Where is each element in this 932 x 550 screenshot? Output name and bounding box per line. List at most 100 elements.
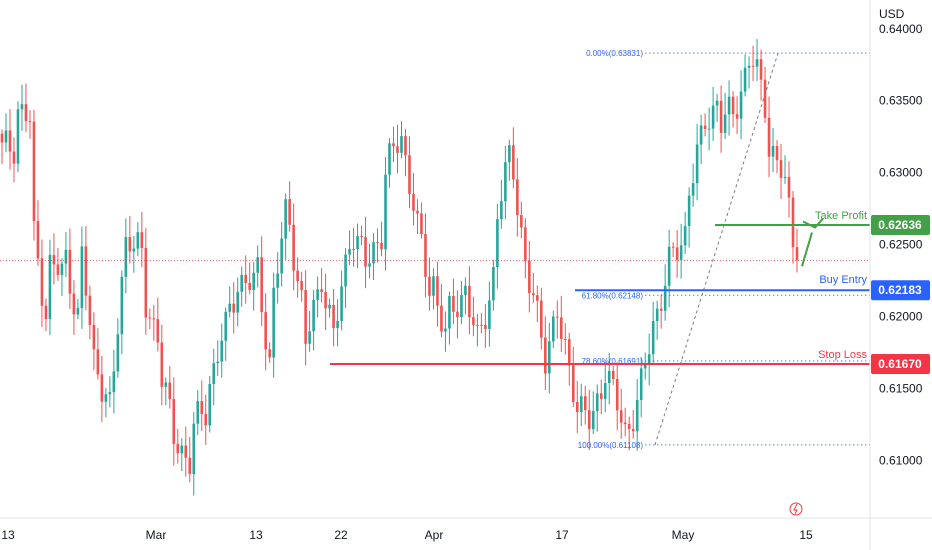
- candle-body: [280, 238, 283, 274]
- candle-body: [587, 410, 591, 430]
- candle-body: [376, 242, 379, 244]
- candle-body: [683, 225, 687, 246]
- candles: [0, 39, 799, 496]
- candle-body: [152, 318, 156, 320]
- fib-trend-line[interactable]: [654, 52, 779, 446]
- candle-body: [536, 295, 539, 301]
- candle-body: [667, 246, 671, 286]
- candle-body: [655, 308, 659, 322]
- candle-body: [196, 401, 200, 424]
- candle-body: [88, 295, 92, 325]
- candle-body: [567, 339, 571, 366]
- candle-body: [232, 303, 236, 313]
- candle-body: [0, 133, 4, 143]
- candle-body: [400, 136, 403, 153]
- candle-body: [623, 422, 627, 425]
- candle-body: [723, 114, 727, 133]
- candle-body: [703, 125, 707, 129]
- candle-body: [124, 237, 128, 277]
- candle-body: [444, 328, 447, 332]
- candle-body: [480, 324, 483, 326]
- x-tick-label: 13: [1, 528, 15, 542]
- candle-body: [571, 365, 575, 402]
- candle-body: [120, 276, 124, 335]
- candle-body: [731, 96, 735, 115]
- candle-body: [224, 311, 228, 341]
- candle-body: [516, 179, 519, 216]
- candle-body: [56, 264, 60, 275]
- candle-body: [687, 195, 691, 226]
- candle-body: [132, 248, 136, 252]
- candle-body: [336, 320, 339, 329]
- candle-body: [607, 370, 611, 384]
- candle-body: [743, 67, 747, 92]
- candle-body: [20, 104, 24, 110]
- candle-body: [783, 176, 787, 178]
- candle-body: [496, 219, 499, 268]
- candle-body: [188, 457, 192, 475]
- fib-level-label: 78.60%(0.61691): [582, 357, 644, 366]
- candle-body: [8, 130, 12, 152]
- buy-entry-price-tag-text: 0.62183: [878, 283, 922, 297]
- candle-body: [791, 197, 795, 248]
- x-tick-label: 22: [334, 528, 348, 542]
- candle-body: [528, 260, 531, 294]
- candle-body: [52, 254, 56, 265]
- candle-body: [428, 276, 431, 296]
- candle-body: [48, 254, 52, 319]
- candle-body: [176, 443, 180, 454]
- currency-label: USD: [879, 7, 905, 21]
- candle-body: [16, 109, 20, 164]
- candle-body: [663, 285, 667, 311]
- candle-body: [472, 317, 475, 325]
- candle-body: [416, 210, 419, 214]
- candle-body: [228, 303, 232, 312]
- lightning-icon[interactable]: [789, 502, 803, 516]
- candle-body: [260, 257, 263, 313]
- candle-body: [771, 146, 775, 157]
- candle-body: [40, 258, 44, 306]
- y-tick-label: 0.64000: [879, 22, 923, 36]
- candle-body: [671, 246, 675, 248]
- candle-body: [360, 236, 363, 238]
- candle-body: [388, 143, 391, 175]
- stop-loss-price-tag-text: 0.61670: [878, 357, 922, 371]
- x-tick-label: 13: [249, 528, 263, 542]
- candle-body: [787, 176, 791, 198]
- candle-body: [675, 247, 679, 260]
- candle-body: [200, 401, 204, 415]
- candle-body: [619, 410, 623, 423]
- candle-body: [707, 128, 711, 130]
- candle-body: [591, 411, 595, 430]
- fib-level-label: 61.80%(0.62148): [582, 291, 644, 300]
- candle-body: [216, 361, 220, 364]
- candle-body: [68, 249, 72, 294]
- candle-body: [220, 340, 224, 362]
- candle-body: [36, 221, 40, 259]
- candle-body: [272, 287, 275, 358]
- candle-body: [24, 104, 28, 122]
- candle-body: [112, 371, 116, 393]
- candle-body: [452, 295, 455, 312]
- candle-body: [104, 394, 108, 402]
- candle-body: [80, 246, 84, 309]
- candle-body: [651, 321, 655, 355]
- candle-body: [404, 136, 407, 156]
- candle-body: [380, 242, 383, 250]
- candle-body: [316, 289, 319, 300]
- candle-body: [396, 146, 399, 153]
- buy-entry-label: Buy Entry: [819, 274, 867, 286]
- candle-body: [356, 236, 359, 250]
- candle-body: [328, 304, 331, 309]
- y-tick-label: 0.61500: [879, 382, 923, 396]
- x-tick-label: May: [672, 528, 695, 542]
- candle-body: [556, 316, 559, 318]
- candle-body: [512, 145, 515, 180]
- candle-body: [695, 144, 699, 184]
- target-arrow-line: [801, 232, 813, 267]
- candle-body: [248, 283, 251, 290]
- stop-loss-price-tag: [871, 354, 930, 375]
- candle-body: [60, 263, 64, 275]
- candle-body: [552, 316, 555, 342]
